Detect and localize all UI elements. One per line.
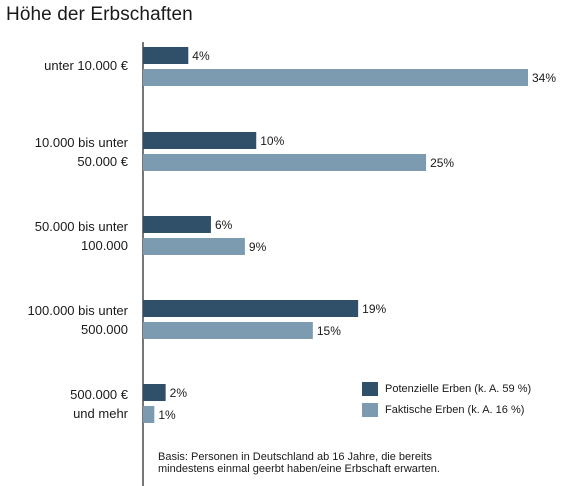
value-label-faktische-1: 25% xyxy=(430,156,454,170)
legend-swatch-faktische xyxy=(362,402,378,417)
legend-label-faktische: Faktische Erben (k. A. 16 %) xyxy=(385,403,525,416)
footnote: Basis: Personen in Deutschland ab 16 Jah… xyxy=(158,451,558,475)
bar-faktische-3 xyxy=(143,322,313,339)
bar-potenzielle-2 xyxy=(143,216,211,233)
category-label-1-line-1: 50.000 € xyxy=(77,153,128,169)
value-label-faktische-4: 1% xyxy=(158,408,176,422)
bar-faktische-0 xyxy=(143,69,528,86)
value-label-potenzielle-0: 4% xyxy=(192,49,210,63)
category-label-4: 500.000 € und mehr xyxy=(70,385,128,423)
value-label-faktische-3: 15% xyxy=(317,324,341,338)
bar-potenzielle-4 xyxy=(143,384,166,401)
category-label-3: 100.000 bis unter 500.000 xyxy=(28,301,128,339)
bar-potenzielle-1 xyxy=(143,132,257,149)
footnote-line-1: Basis: Personen in Deutschland ab 16 Jah… xyxy=(158,451,432,463)
chart-title: Höhe der Erbschaften xyxy=(6,4,193,25)
bar-faktische-1 xyxy=(143,154,427,171)
category-label-2-line-0: 50.000 bis unter xyxy=(34,218,128,234)
category-label-3-line-1: 500.000 xyxy=(81,321,128,337)
value-label-faktische-0: 34% xyxy=(532,71,556,85)
category-label-3-line-0: 100.000 bis unter xyxy=(27,302,128,318)
legend-item-potenzielle: Potenzielle Erben (k. A. 59 %) xyxy=(362,378,531,399)
value-label-potenzielle-3: 19% xyxy=(362,302,386,316)
category-label-4-line-0: 500.000 € xyxy=(70,386,128,402)
value-label-potenzielle-2: 6% xyxy=(215,218,233,232)
value-label-potenzielle-1: 10% xyxy=(260,134,284,148)
legend: Potenzielle Erben (k. A. 59 %) Faktische… xyxy=(362,378,531,420)
category-label-4-line-1: und mehr xyxy=(73,405,128,421)
category-label-0-line-0: unter 10.000 € xyxy=(44,58,128,73)
value-label-potenzielle-4: 2% xyxy=(170,386,188,400)
category-label-2: 50.000 bis unter 100.000 xyxy=(35,217,128,255)
legend-item-faktische: Faktische Erben (k. A. 16 %) xyxy=(362,399,531,420)
legend-label-potenzielle: Potenzielle Erben (k. A. 59 %) xyxy=(385,382,532,395)
legend-swatch-potenzielle xyxy=(362,381,378,396)
bar-potenzielle-3 xyxy=(143,300,359,317)
footnote-line-2: mindestens einmal geerbt haben/eine Erbs… xyxy=(158,463,440,475)
bar-potenzielle-0 xyxy=(143,47,189,64)
bar-faktische-2 xyxy=(143,238,245,255)
category-label-2-line-1: 100.000 xyxy=(81,237,128,253)
bar-faktische-4 xyxy=(143,406,155,423)
value-label-faktische-2: 9% xyxy=(249,240,267,254)
category-label-1: 10.000 bis unter 50.000 € xyxy=(35,133,128,171)
category-label-0: unter 10.000 € xyxy=(44,56,128,75)
category-label-1-line-0: 10.000 bis unter xyxy=(34,134,128,150)
